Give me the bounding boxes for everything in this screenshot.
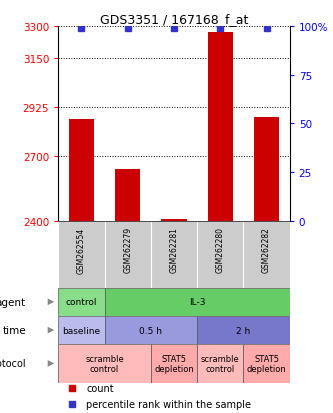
- Text: GSM262280: GSM262280: [216, 227, 225, 273]
- Bar: [105, 316, 197, 344]
- Bar: [254, 118, 279, 221]
- Text: time: time: [2, 325, 26, 335]
- Text: scramble
control: scramble control: [201, 354, 240, 373]
- Bar: [58, 344, 151, 383]
- Text: protocol: protocol: [0, 358, 26, 368]
- Bar: [58, 221, 105, 288]
- Bar: [151, 221, 197, 288]
- Text: IL-3: IL-3: [189, 298, 205, 306]
- Text: GSM262282: GSM262282: [262, 227, 271, 273]
- Bar: [58, 316, 105, 344]
- Text: GSM262554: GSM262554: [77, 227, 86, 273]
- Bar: [69, 120, 94, 221]
- Bar: [197, 316, 290, 344]
- Bar: [207, 33, 233, 221]
- Bar: [197, 221, 243, 288]
- Bar: [58, 288, 105, 316]
- Text: 0.5 h: 0.5 h: [139, 326, 163, 335]
- Text: STAT5
depletion: STAT5 depletion: [247, 354, 286, 373]
- Text: count: count: [86, 383, 114, 393]
- Text: percentile rank within the sample: percentile rank within the sample: [86, 399, 251, 409]
- Text: GSM262279: GSM262279: [123, 227, 132, 273]
- Text: control: control: [66, 298, 97, 306]
- Title: GDS3351 / 167168_f_at: GDS3351 / 167168_f_at: [100, 13, 248, 26]
- Bar: [197, 344, 243, 383]
- Text: scramble
control: scramble control: [85, 354, 124, 373]
- Text: agent: agent: [0, 297, 26, 307]
- Text: GSM262281: GSM262281: [169, 227, 178, 273]
- Bar: [161, 220, 187, 221]
- Bar: [151, 344, 197, 383]
- Bar: [243, 344, 290, 383]
- Text: baseline: baseline: [62, 326, 101, 335]
- Bar: [243, 221, 290, 288]
- Bar: [105, 288, 290, 316]
- Text: 2 h: 2 h: [236, 326, 250, 335]
- Bar: [115, 170, 141, 221]
- Bar: [105, 221, 151, 288]
- Text: STAT5
depletion: STAT5 depletion: [154, 354, 194, 373]
